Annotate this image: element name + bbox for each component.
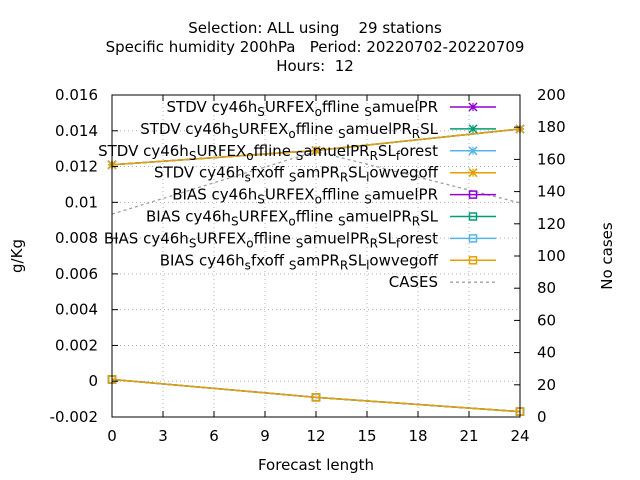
y-tick-label: 0 bbox=[88, 372, 98, 390]
chart-title: Selection: ALL using 29 stationsSpecific… bbox=[106, 19, 525, 75]
y2-tick-label: 0 bbox=[537, 408, 547, 426]
y2-tick-label: 80 bbox=[537, 279, 556, 297]
point-marker bbox=[311, 145, 321, 155]
y-tick-label: 0.014 bbox=[55, 122, 98, 140]
y-tick-label: 0.002 bbox=[55, 336, 98, 354]
legend-label: BIAS cy46hSURFEXoffline SamuelPRRSL bbox=[146, 208, 439, 229]
legend-entry: STDV cy46hsfxoff SamPRRSLlowvegoff bbox=[154, 164, 496, 185]
point-marker bbox=[468, 212, 478, 221]
legend-entry: CASES bbox=[389, 273, 496, 291]
y-tick-label: -0.002 bbox=[50, 408, 98, 426]
y-axis-label: g/Kg bbox=[8, 239, 26, 273]
y2-tick-label: 140 bbox=[537, 183, 566, 201]
x-tick-label: 0 bbox=[107, 427, 117, 445]
x-tick-label: 3 bbox=[158, 427, 168, 445]
y2-tick-label: 160 bbox=[537, 150, 566, 168]
point-marker bbox=[468, 124, 478, 134]
legend-label: BIAS cy46hsfxoff SamPRRSLlowvegoff bbox=[160, 251, 439, 272]
y2-tick-label: 180 bbox=[537, 118, 566, 136]
axis-ticks: 0 3 6 9 12 15 18 21 24 -0.002 0 0.002 0.004 0.006 0.00… bbox=[50, 86, 566, 445]
y-tick-label: 0.012 bbox=[55, 158, 98, 176]
x-axis-label: Forecast length bbox=[258, 456, 374, 474]
legend-label: STDV cy46hsfxoff SamPRRSLlowvegoff bbox=[154, 164, 439, 185]
y2-tick-label: 40 bbox=[537, 344, 556, 362]
legend-entry: BIAS cy46hSURFEXoffline SamuelPRRSL bbox=[146, 208, 496, 229]
y2-tick-label: 20 bbox=[537, 376, 556, 394]
y2-tick-label: 100 bbox=[537, 247, 566, 265]
legend-label: BIAS cy46hSURFEXoffline SamuelPR bbox=[172, 186, 438, 207]
legend-entry: STDV cy46hSURFEXoffline SamuelPR bbox=[167, 98, 496, 119]
y-tick-label: 0.004 bbox=[55, 301, 98, 319]
x-tick-label: 24 bbox=[510, 427, 529, 445]
y-tick-label: 0.006 bbox=[55, 265, 98, 283]
legend-entry: BIAS cy46hSURFEXoffline SamuelPR bbox=[172, 186, 496, 207]
x-tick-label: 9 bbox=[260, 427, 270, 445]
y2-tick-label: 120 bbox=[537, 215, 566, 233]
legend-entry: STDV cy46hSURFEXoffline SamuelPRRSL bbox=[140, 120, 496, 141]
y-tick-label: 0.008 bbox=[55, 229, 98, 247]
title-line: Hours: 12 bbox=[276, 57, 354, 75]
y-tick-label: 0.01 bbox=[65, 193, 98, 211]
legend-label: STDV cy46hSURFEXoffline SamuelPRRSLfores… bbox=[98, 142, 438, 163]
point-marker bbox=[468, 190, 478, 199]
x-tick-label: 18 bbox=[408, 427, 427, 445]
x-tick-label: 6 bbox=[209, 427, 219, 445]
title-line: Specific humidity 200hPa Period: 2022070… bbox=[106, 38, 525, 56]
title-line: Selection: ALL using 29 stations bbox=[188, 19, 442, 37]
point-marker bbox=[468, 234, 478, 243]
legend-label: STDV cy46hSURFEXoffline SamuelPRRSL bbox=[140, 120, 438, 141]
y2-tick-label: 200 bbox=[537, 86, 566, 104]
legend-label: STDV cy46hSURFEXoffline SamuelPR bbox=[167, 98, 438, 119]
y-tick-label: 0.016 bbox=[55, 86, 98, 104]
point-marker bbox=[468, 168, 478, 178]
x-tick-label: 15 bbox=[357, 427, 376, 445]
series-line bbox=[111, 378, 521, 413]
x-tick-label: 21 bbox=[459, 427, 478, 445]
legend-label: BIAS cy46hSURFEXoffline SamuelPRRSLfores… bbox=[104, 229, 438, 250]
point-marker bbox=[468, 256, 478, 265]
y2-axis-label: No cases bbox=[598, 222, 616, 290]
series-4 bbox=[107, 124, 525, 170]
point-marker bbox=[468, 102, 478, 112]
legend-label: CASES bbox=[389, 273, 438, 291]
legend-entry: BIAS cy46hsfxoff SamPRRSLlowvegoff bbox=[160, 251, 496, 272]
legend-entry: BIAS cy46hSURFEXoffline SamuelPRRSLfores… bbox=[104, 229, 496, 250]
legend-entry: STDV cy46hSURFEXoffline SamuelPRRSLfores… bbox=[98, 142, 496, 163]
x-tick-label: 12 bbox=[306, 427, 325, 445]
point-marker bbox=[311, 393, 321, 402]
point-marker bbox=[468, 146, 478, 156]
y2-tick-label: 60 bbox=[537, 311, 556, 329]
plot-area bbox=[107, 124, 525, 416]
